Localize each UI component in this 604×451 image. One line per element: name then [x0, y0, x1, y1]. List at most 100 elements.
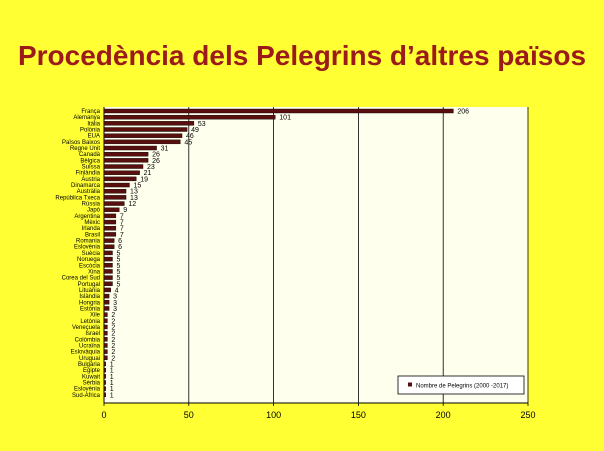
value-label-8: 26: [152, 158, 160, 165]
bar-42: [103, 367, 106, 373]
category-label-4: EUA: [88, 134, 100, 140]
category-label-24: Noruega: [77, 257, 101, 263]
category-label-31: Hongria: [79, 300, 101, 306]
category-label-42: Egipte: [83, 368, 101, 374]
value-label-34: 2: [111, 318, 115, 325]
value-label-43: 1: [110, 374, 114, 381]
value-label-4: 46: [186, 133, 194, 140]
bar-14: [103, 195, 127, 200]
value-label-14: 13: [130, 195, 138, 202]
bar-24: [103, 256, 113, 262]
category-label-14: República Txeca: [55, 195, 100, 201]
bar-36: [103, 330, 108, 336]
category-label-13: Austràlia: [77, 189, 101, 195]
category-label-8: Bèlgica: [80, 158, 100, 164]
value-label-21: 6: [118, 238, 122, 245]
value-label-10: 21: [144, 170, 152, 177]
value-label-18: 7: [120, 220, 124, 227]
category-label-16: Japó: [87, 208, 101, 214]
category-label-7: Canadà: [79, 152, 101, 158]
category-label-38: Ucraïna: [79, 343, 101, 349]
value-label-2: 53: [198, 121, 206, 128]
value-label-24: 5: [116, 257, 120, 264]
category-label-3: Polònia: [80, 128, 101, 134]
x-tick-labels: 0 50 100 150 200 250: [101, 403, 536, 420]
value-label-35: 2: [111, 324, 115, 331]
value-label-1: 101: [279, 115, 291, 122]
value-label-25: 5: [116, 263, 120, 270]
category-label-9: Suïssa: [82, 165, 101, 171]
bar-30: [103, 293, 110, 299]
legend-label: Nombre de Pelegrins (2000 -2017): [416, 384, 508, 390]
category-label-37: Colòmbia: [75, 337, 101, 343]
category-label-19: Irlanda: [82, 226, 101, 232]
value-label-41: 1: [110, 361, 114, 368]
category-label-45: Eslovènia: [74, 387, 101, 393]
bar-5: [103, 139, 181, 145]
bar-7: [103, 151, 149, 157]
chart-title: Procedència dels Pelegrins d’altres païs…: [17, 40, 587, 71]
bar-18: [103, 219, 117, 225]
value-label-5: 45: [184, 139, 192, 146]
value-label-20: 7: [120, 232, 124, 239]
value-label-44: 1: [110, 380, 114, 387]
value-label-19: 7: [120, 226, 124, 233]
bar-28: [103, 281, 113, 286]
bar-34: [103, 318, 108, 323]
value-label-39: 2: [111, 349, 115, 356]
value-label-0: 206: [457, 109, 469, 116]
bar-15: [103, 201, 125, 206]
bar-3: [103, 127, 188, 132]
bar-11: [103, 176, 137, 182]
category-label-2: Itàlia: [87, 121, 100, 127]
bars: [103, 108, 454, 398]
bar-38: [103, 343, 108, 348]
legend: Nombre de Pelegrins (2000 -2017): [397, 375, 525, 395]
category-label-40: Uruguai: [79, 356, 100, 362]
value-label-9: 23: [147, 164, 155, 171]
bar-19: [103, 226, 117, 231]
value-label-32: 3: [113, 306, 117, 313]
value-label-17: 7: [120, 213, 124, 220]
bar-35: [103, 324, 108, 330]
category-label-46: Sud-Àfrica: [72, 392, 101, 399]
bar-37: [103, 337, 108, 342]
value-label-7: 26: [152, 152, 160, 159]
value-label-23: 5: [116, 250, 120, 257]
value-label-30: 3: [113, 294, 117, 301]
bar-4: [103, 133, 183, 138]
bar-16: [103, 207, 120, 212]
x-tick-label-1: 50: [184, 410, 194, 420]
x-tick-label-2: 100: [266, 410, 281, 420]
bar-23: [103, 250, 113, 256]
bar-12: [103, 182, 130, 188]
value-label-33: 2: [111, 312, 115, 319]
category-label-41: Bulgària: [78, 362, 101, 368]
value-label-38: 2: [111, 343, 115, 350]
bar-10: [103, 170, 140, 175]
category-label-27: Corea del Sud: [62, 276, 100, 282]
category-label-6: Regne Unit: [70, 146, 100, 152]
category-label-28: Portugal: [78, 282, 100, 288]
value-label-36: 2: [111, 331, 115, 338]
bar-0: [103, 108, 454, 114]
x-tick-label-5: 250: [520, 410, 535, 420]
bar-13: [103, 189, 127, 194]
bar-22: [103, 244, 115, 249]
bar-45: [103, 386, 106, 391]
category-label-23: Suècia: [82, 251, 101, 257]
bar-1: [103, 114, 276, 120]
legend-swatch: [408, 382, 412, 387]
category-label-20: Brasil: [85, 232, 100, 238]
value-label-37: 2: [111, 337, 115, 344]
bar-9: [103, 164, 144, 169]
category-label-15: Rússia: [82, 202, 101, 208]
bar-25: [103, 263, 113, 268]
category-label-39: Eslovàquia: [71, 350, 101, 356]
value-label-27: 5: [116, 275, 120, 282]
category-label-22: Eslovènia: [74, 245, 101, 251]
bar-39: [103, 349, 108, 354]
value-label-29: 4: [115, 287, 119, 294]
